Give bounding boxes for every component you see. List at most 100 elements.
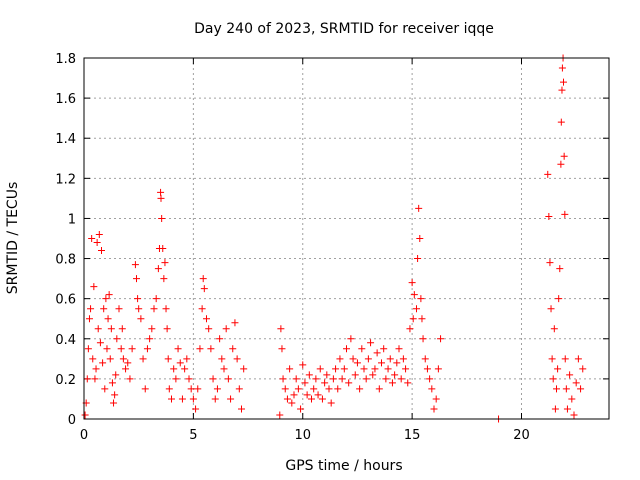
data-point [98, 247, 105, 255]
data-point [554, 365, 562, 373]
data-point [164, 355, 172, 363]
data-point [192, 405, 200, 413]
data-point [200, 285, 208, 293]
data-point [290, 391, 298, 399]
data-point [157, 194, 165, 202]
data-point [416, 235, 424, 242]
data-point [150, 305, 158, 313]
data-point [336, 355, 344, 363]
data-point [561, 210, 569, 218]
data-point [382, 375, 390, 383]
data-point [105, 291, 113, 299]
data-point [278, 345, 286, 353]
x-tick-label: 15 [404, 428, 421, 443]
data-point [563, 405, 571, 413]
data-point [154, 265, 162, 273]
data-point [91, 375, 99, 383]
data-point [128, 345, 136, 353]
data-point [185, 375, 193, 383]
data-point [371, 365, 379, 373]
data-point [375, 385, 383, 393]
data-point [106, 355, 114, 363]
data-point [308, 395, 315, 403]
data-point [430, 405, 438, 413]
data-point [380, 345, 388, 353]
data-point [369, 371, 377, 379]
data-point [301, 379, 309, 387]
data-point [384, 365, 392, 373]
chart-title: Day 240 of 2023, SRMTID for receiver iqq… [194, 21, 494, 37]
data-point [181, 365, 189, 373]
data-point [170, 365, 178, 373]
data-point [297, 405, 305, 413]
data-point [276, 411, 284, 419]
data-point [220, 365, 228, 373]
x-tick-label: 10 [294, 428, 311, 443]
data-point [548, 355, 556, 363]
data-point [139, 355, 147, 363]
data-point [338, 375, 346, 383]
data-point [165, 385, 173, 393]
data-point [143, 345, 151, 353]
data-point [432, 395, 440, 403]
data-point [574, 355, 582, 363]
data-point [325, 385, 333, 393]
data-point [160, 275, 168, 283]
data-point [299, 361, 307, 369]
data-point [83, 375, 91, 383]
data-point [410, 291, 418, 299]
data-point [176, 359, 184, 367]
data-point [418, 315, 426, 323]
data-point [294, 385, 302, 393]
data-point [557, 160, 565, 168]
data-point [93, 239, 101, 247]
data-point [566, 371, 574, 379]
data-points [81, 54, 587, 423]
data-point [558, 64, 566, 72]
data-point [238, 405, 245, 413]
data-point [413, 305, 420, 313]
y-tick-label: 1.4 [55, 132, 76, 147]
data-point [347, 335, 355, 343]
data-point [544, 170, 552, 178]
data-point [423, 365, 431, 373]
data-point [216, 335, 224, 343]
data-point [227, 395, 235, 403]
data-point [393, 359, 401, 367]
data-point [157, 188, 165, 196]
data-point [90, 283, 98, 291]
data-point [218, 355, 226, 363]
data-point [288, 399, 296, 407]
plot-frame [83, 57, 610, 420]
data-point [351, 371, 359, 379]
data-point [562, 385, 570, 393]
y-tick-label: 0.2 [55, 373, 76, 388]
data-point [104, 315, 112, 323]
data-point [409, 315, 417, 323]
data-point [360, 365, 368, 373]
data-point [137, 315, 145, 323]
data-point [134, 295, 142, 303]
data-point [84, 345, 92, 353]
data-point [89, 355, 97, 363]
data-point [364, 355, 372, 363]
data-point [111, 391, 119, 399]
x-axis-label: GPS time / hours [285, 458, 402, 474]
data-point [99, 359, 107, 367]
data-point [286, 365, 294, 373]
data-point [146, 335, 154, 343]
y-tick-label: 0.4 [55, 333, 76, 348]
data-point [358, 345, 366, 353]
data-point [568, 395, 576, 403]
data-point [316, 365, 324, 373]
data-point [118, 325, 126, 333]
data-point [211, 395, 219, 403]
data-point [112, 371, 120, 379]
axis-ticks: 0 0.2 0.4 0.6 0.8 1 1.2 1.4 1.6 1.8 0 5 10 15 20 [55, 52, 609, 443]
data-point [131, 261, 139, 269]
data-point [356, 385, 364, 393]
data-point [205, 325, 213, 333]
data-point [187, 385, 195, 393]
data-point [100, 305, 108, 313]
